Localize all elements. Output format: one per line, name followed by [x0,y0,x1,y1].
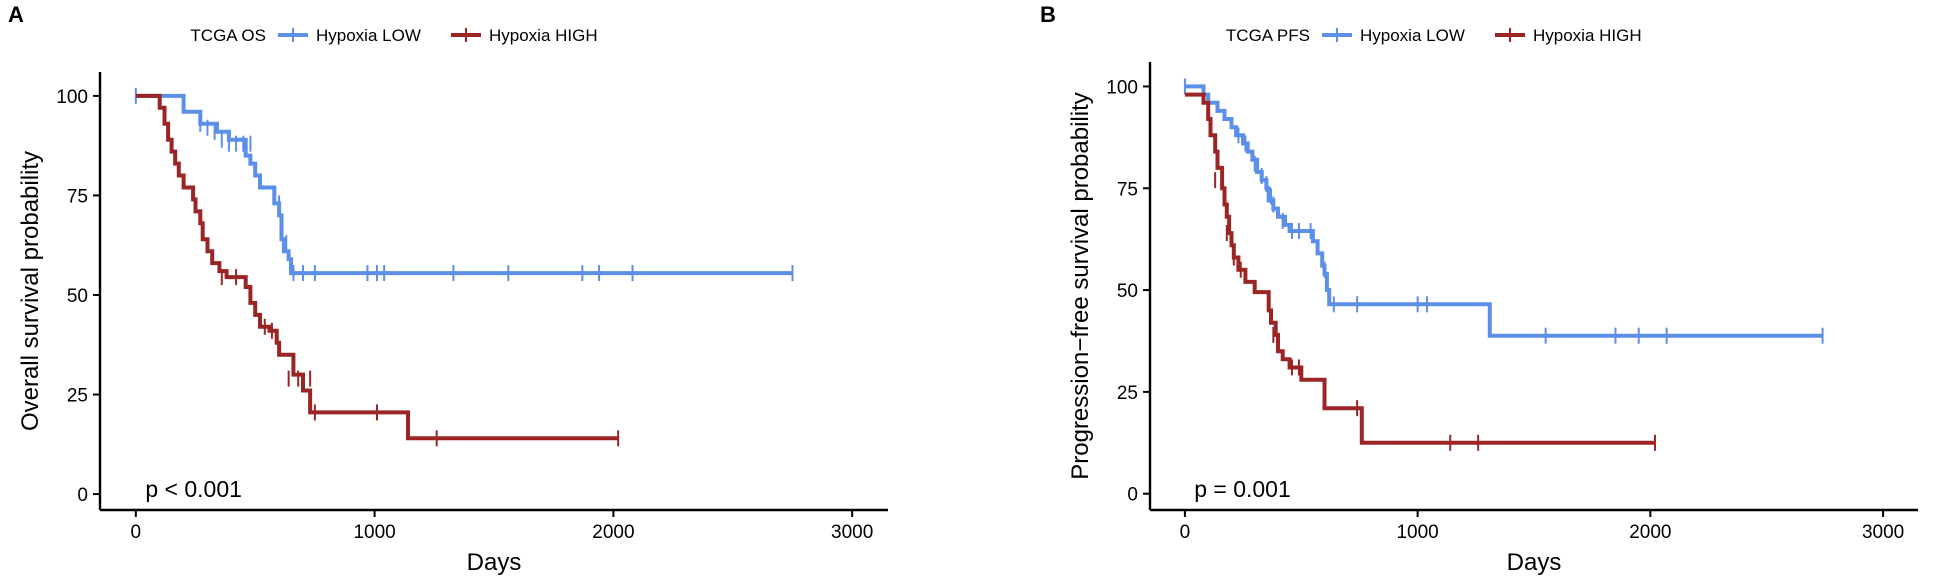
y-tick-label: 75 [67,186,88,207]
legend-entry-high: Hypoxia HIGH [1533,26,1642,45]
panel-label: A [8,2,24,27]
km-chart-os: A TCGA OS Hypoxia LOW Hypoxia HIGH 0 25 50 75 10… [8,2,888,576]
x-tick-label: 2000 [592,522,634,543]
series-hypoxia-high [1184,92,1657,451]
series-hypoxia-low [1183,78,1824,344]
y-tick-label: 75 [1117,179,1138,200]
y-tick-label: 50 [67,286,88,307]
p-value-annotation: p = 0.001 [1194,476,1291,502]
series-hypoxia-low [134,87,794,282]
km-chart-pfs: B TCGA PFS Hypoxia LOW Hypoxia HIGH 0 25 50 75 1… [1040,2,1918,576]
chart-panel-a: A TCGA OS Hypoxia LOW Hypoxia HIGH 0 25 50 75 10… [8,2,888,576]
series-hypoxia-high [135,93,620,447]
y-axis-title: Progression−free survival probability [1067,92,1094,480]
x-axis-title: Days [1507,549,1562,576]
p-value-annotation: p < 0.001 [145,476,242,502]
y-tick-label: 25 [1117,383,1138,404]
survival-curve [135,93,793,276]
x-axis-title: Days [467,549,522,576]
chart-panel-b: B TCGA PFS Hypoxia LOW Hypoxia HIGH 0 25 50 75 1… [1040,0,1949,576]
y-tick-label: 0 [77,485,88,506]
x-tick-label: 3000 [831,522,873,543]
y-tick-label: 50 [1117,281,1138,302]
x-tick-label: 0 [131,522,142,543]
legend-entry-low: Hypoxia LOW [316,26,421,45]
y-axis-title: Overall survival probability [17,151,44,431]
legend-entry-high: Hypoxia HIGH [489,26,598,45]
y-tick-label: 25 [67,386,88,407]
x-tick-label: 1000 [353,522,395,543]
x-tick-label: 3000 [1862,522,1904,543]
legend-title: TCGA PFS [1226,26,1310,45]
x-tick-label: 2000 [1629,522,1671,543]
x-tick-label: 0 [1180,522,1191,543]
legend-title: TCGA OS [190,26,266,45]
survival-curve [135,93,619,441]
survival-curve [1184,92,1655,445]
survival-curve [1184,84,1823,338]
y-tick-label: 100 [56,87,88,108]
x-tick-label: 1000 [1396,522,1438,543]
y-tick-label: 100 [1106,77,1138,98]
panel-label: B [1040,2,1056,27]
legend-entry-low: Hypoxia LOW [1360,26,1465,45]
y-tick-label: 0 [1127,485,1138,506]
